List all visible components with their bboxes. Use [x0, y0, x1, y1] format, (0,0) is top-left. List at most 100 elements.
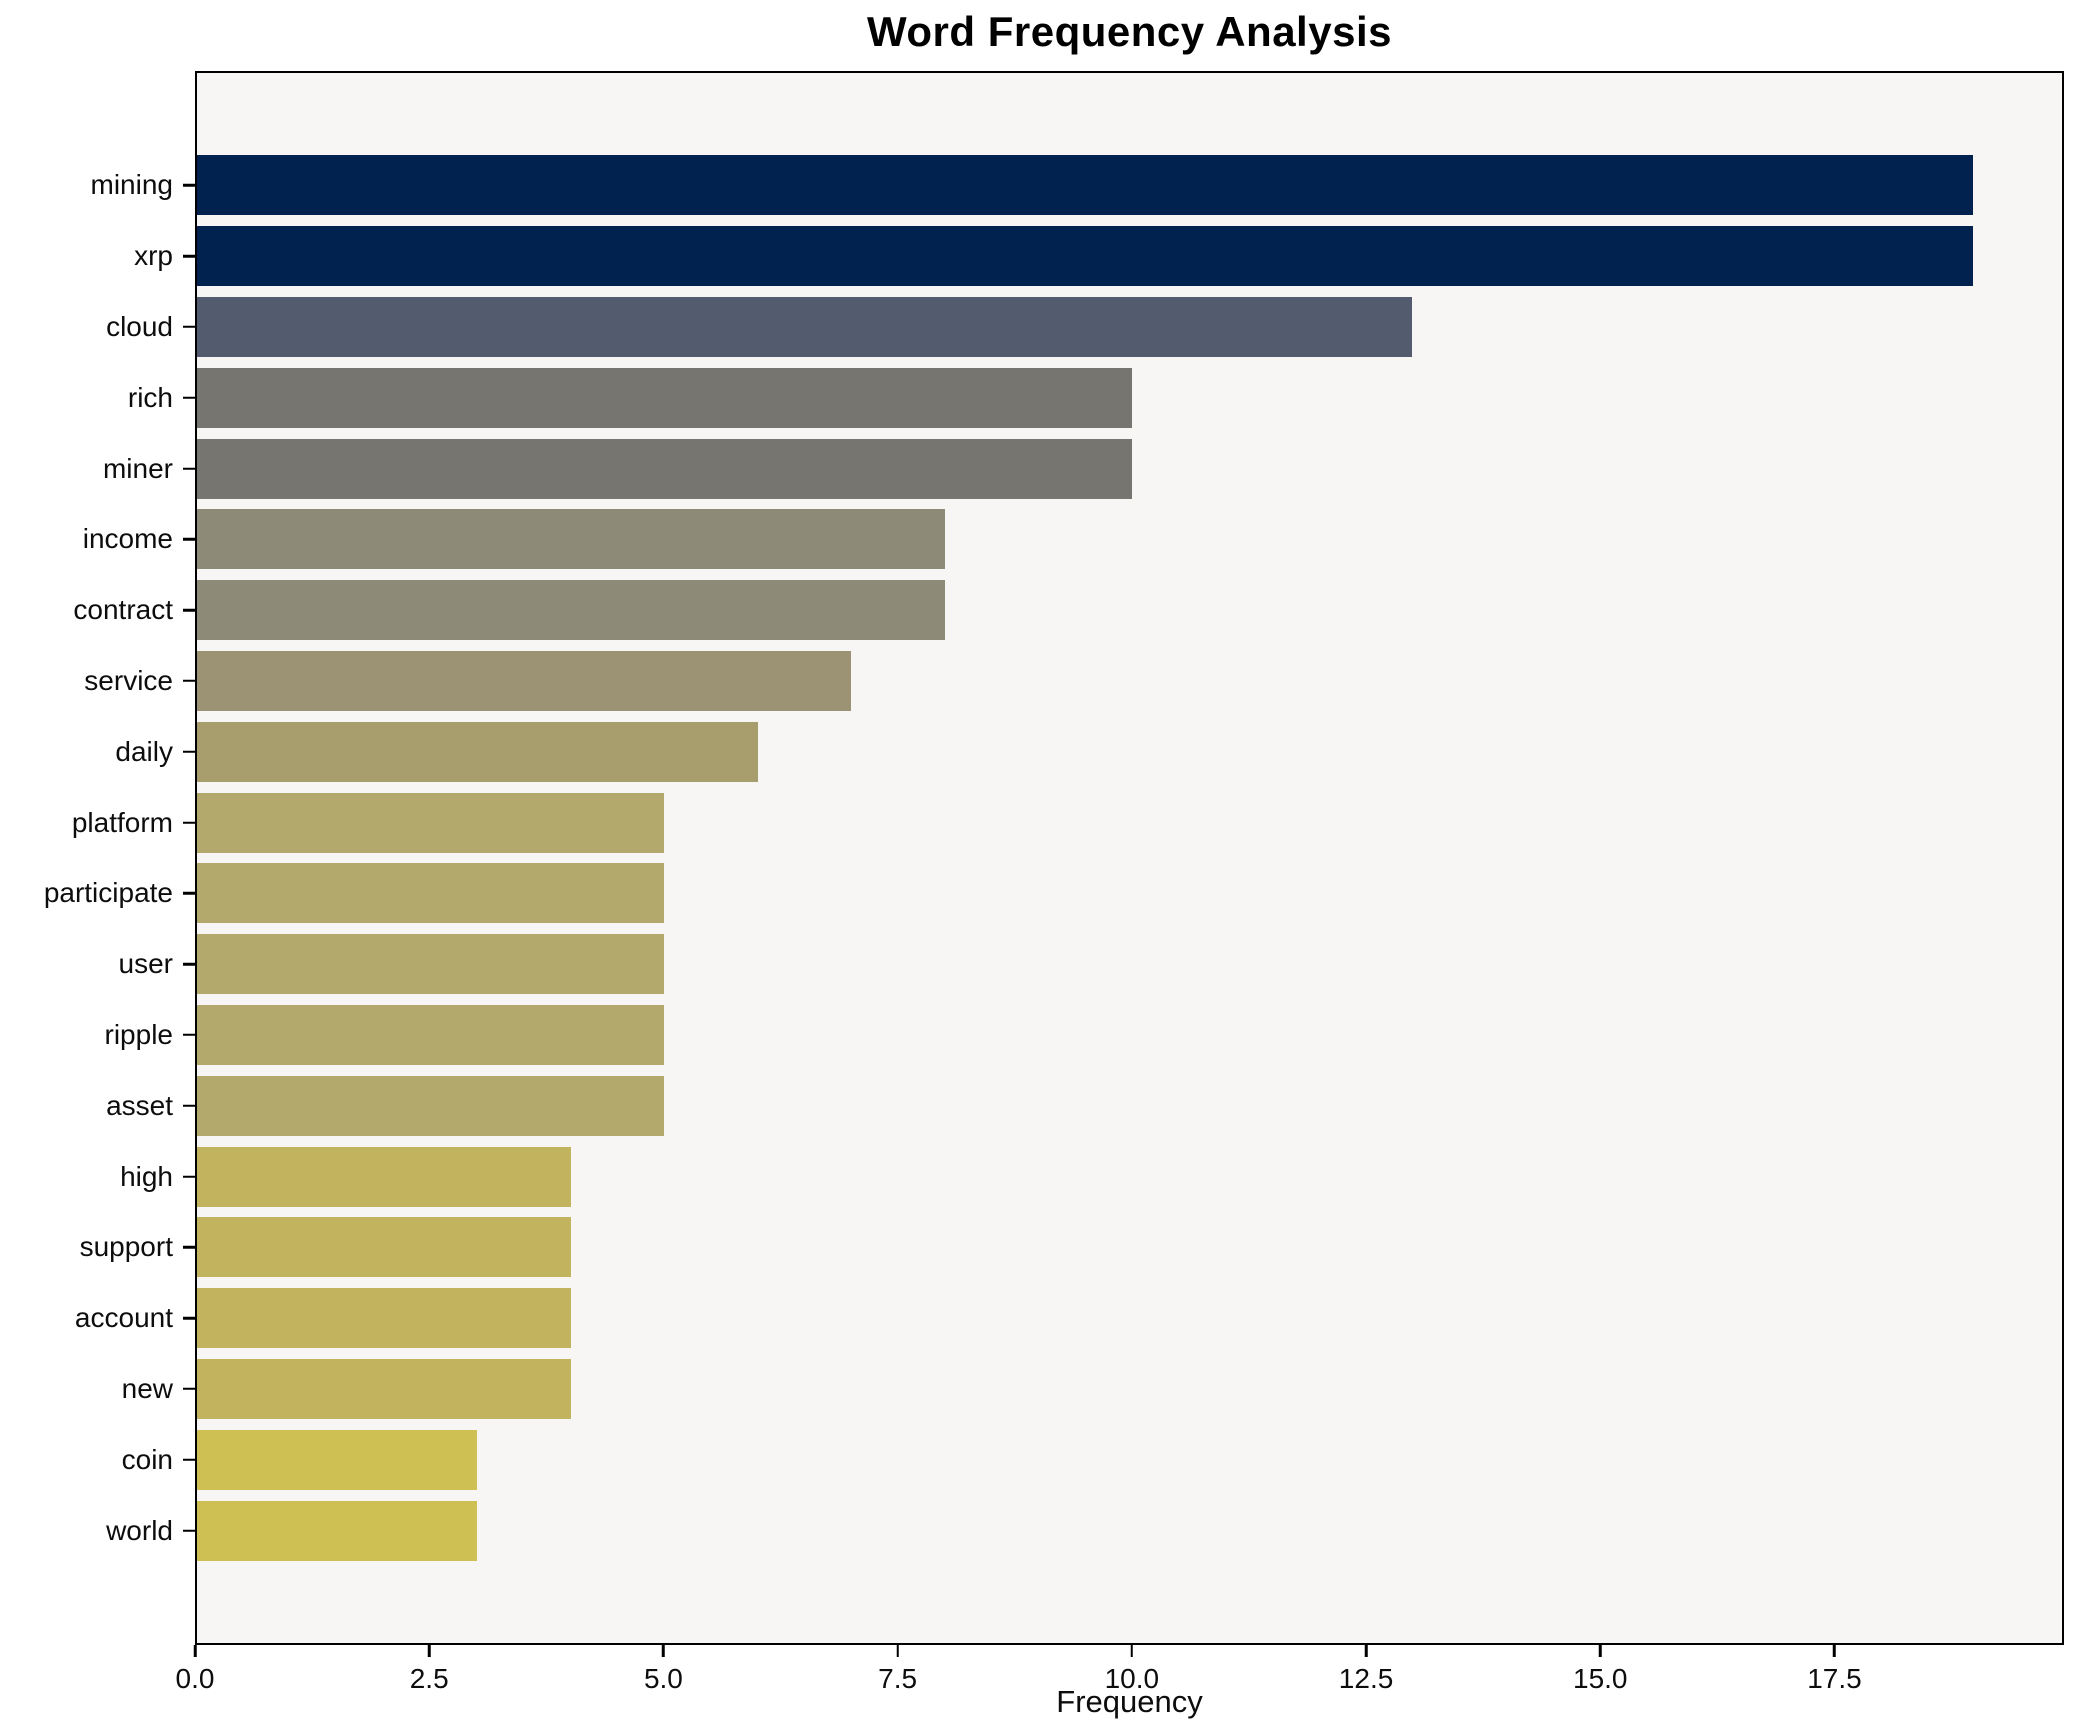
bar-row: miner: [103, 433, 2062, 504]
y-tick-label: coin: [121, 1443, 173, 1475]
bar-asset: [197, 1075, 665, 1136]
y-tick-mark: [183, 679, 195, 683]
y-tick-mark: [183, 184, 195, 187]
y-tick-mark: [183, 325, 195, 329]
x-tick-label: 5.0: [643, 1663, 683, 1694]
x-tick-mark: [193, 1645, 197, 1657]
bar-row: contract: [73, 575, 2062, 646]
bar-cloud: [197, 296, 1413, 357]
x-axis: 0.0 2.5 5.0 7.5 10.0 12.5 15.0 17.5: [176, 1645, 2064, 1715]
bar-user: [197, 934, 665, 995]
y-tick-label: account: [74, 1302, 173, 1334]
bar-miner: [197, 438, 1132, 499]
y-tick-label: platform: [71, 806, 173, 838]
y-tick-mark: [183, 608, 195, 612]
y-tick-mark: [183, 1175, 195, 1178]
bar-account: [197, 1288, 571, 1349]
bar-row: participate: [44, 858, 2062, 929]
bar-coin: [197, 1429, 478, 1490]
y-tick-mark: [183, 1529, 195, 1532]
y-tick-mark: [183, 750, 195, 754]
y-tick-label: user: [118, 948, 173, 980]
bar-row: xrp: [134, 221, 2062, 292]
bar-row: ripple: [105, 1000, 2062, 1071]
y-tick-mark: [183, 821, 195, 824]
bar-row: high: [120, 1141, 2062, 1212]
y-tick-label: daily: [115, 735, 173, 767]
bar-row: income: [83, 504, 2062, 575]
bar-service: [197, 650, 852, 711]
bar-support: [197, 1217, 571, 1278]
bar-row: coin: [122, 1424, 2062, 1495]
y-tick-label: high: [120, 1160, 173, 1192]
y-tick-mark: [183, 538, 195, 541]
bar-high: [197, 1146, 571, 1207]
y-tick-label: ripple: [104, 1018, 173, 1050]
y-tick-mark: [183, 892, 195, 895]
x-tick-label: 15.0: [1573, 1663, 1628, 1694]
y-tick-label: xrp: [134, 240, 173, 272]
bar-contract: [197, 580, 945, 641]
y-tick-mark: [183, 1316, 195, 1320]
y-tick-mark: [183, 1104, 195, 1107]
y-tick-label: world: [106, 1514, 173, 1546]
plot-area: mining xrp cloud rich miner income contract ser…: [44, 71, 2064, 1645]
bar-row: cloud: [106, 292, 2062, 363]
bar-new: [197, 1358, 571, 1419]
x-tick-label: 12.5: [1338, 1663, 1394, 1694]
x-axis-label: Frequency: [1056, 1684, 1203, 1719]
bar-rich: [197, 367, 1132, 428]
x-tick-mark: [662, 1645, 665, 1657]
y-tick-label: rich: [127, 381, 173, 413]
x-tick-label: 0.0: [175, 1663, 215, 1694]
y-tick-label: mining: [90, 169, 173, 201]
x-tick-mark: [1599, 1645, 1602, 1657]
y-tick-label: participate: [43, 877, 173, 909]
chart-title: Word Frequency Analysis: [867, 8, 1392, 55]
x-tick-mark: [1364, 1645, 1368, 1657]
y-tick-mark: [183, 1387, 195, 1391]
bar-row: service: [84, 646, 2062, 717]
bar-row: asset: [106, 1070, 2062, 1141]
bar-xrp: [197, 226, 1974, 287]
y-tick-label: cloud: [106, 310, 173, 342]
bar-mining: [197, 155, 1974, 216]
bar-participate: [197, 863, 665, 924]
x-tick-mark: [1833, 1645, 1836, 1657]
y-tick-mark: [183, 1246, 195, 1249]
y-tick-label: new: [121, 1372, 173, 1404]
bar-world: [197, 1500, 478, 1561]
y-tick-label: contract: [73, 594, 173, 626]
bar-row: daily: [115, 716, 2062, 787]
y-tick-mark: [183, 1033, 195, 1037]
bar-row: platform: [72, 787, 2062, 858]
x-tick-label: 10.0: [1104, 1663, 1160, 1694]
x-tick-label: 17.5: [1807, 1663, 1862, 1694]
y-tick-label: income: [82, 523, 173, 555]
y-tick-mark: [183, 1458, 195, 1461]
x-tick-mark: [1130, 1645, 1134, 1657]
bar-row: user: [119, 929, 2062, 1000]
y-tick-mark: [183, 396, 195, 400]
y-tick-label: support: [79, 1231, 173, 1263]
y-tick-mark: [183, 467, 195, 470]
x-tick-mark: [896, 1645, 899, 1657]
x-tick-label: 7.5: [878, 1663, 918, 1694]
x-tick-label: 2.5: [409, 1663, 449, 1694]
bar-row: account: [75, 1283, 2062, 1354]
bar-income: [197, 509, 945, 570]
bar-row: mining: [91, 150, 2062, 221]
y-tick-mark: [183, 254, 195, 258]
bars-container: mining xrp cloud rich miner income contract ser…: [44, 150, 2062, 1566]
bar-ripple: [197, 1004, 665, 1065]
y-tick-label: asset: [106, 1089, 173, 1121]
y-tick-label: miner: [102, 452, 173, 484]
bar-row: support: [80, 1212, 2062, 1283]
y-tick-mark: [183, 962, 195, 966]
bar-row: world: [106, 1495, 2062, 1566]
bar-platform: [197, 792, 665, 853]
bar-row: rich: [128, 362, 2062, 433]
y-tick-label: service: [84, 664, 173, 696]
x-tick-mark: [427, 1645, 431, 1657]
